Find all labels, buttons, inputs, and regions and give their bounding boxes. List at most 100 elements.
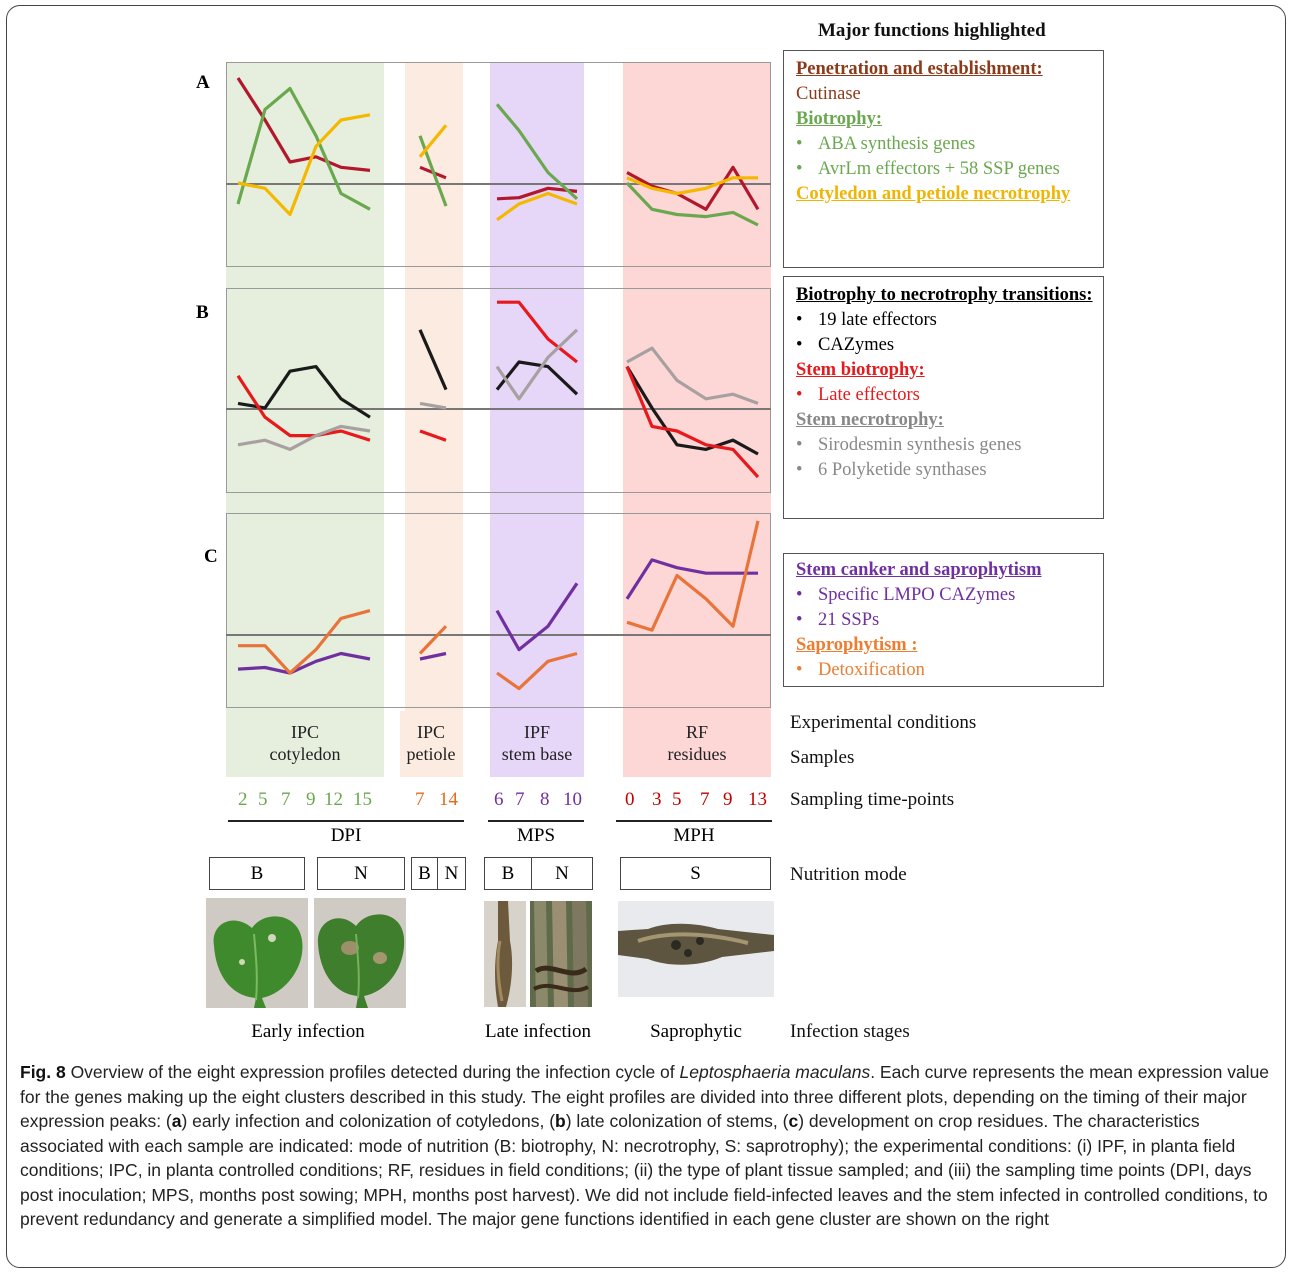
bullet-icon: • bbox=[796, 310, 803, 330]
stage-saprophytic: Saprophytic bbox=[650, 1021, 742, 1042]
function-c-bullet-1: • Specific LMPO CAZymes bbox=[796, 583, 1093, 608]
curve-c-orange-stem bbox=[496, 651, 578, 691]
curve-c-purple-petiole bbox=[419, 651, 447, 661]
curve-c-orange-residues bbox=[626, 520, 760, 632]
curve-a-yellow-cotyledon bbox=[237, 113, 371, 217]
function-b-bullet-1: • 19 late effectors bbox=[796, 308, 1093, 333]
sample-label-cotyledon: IPC cotyledon bbox=[269, 722, 341, 764]
sample-box-petiole bbox=[400, 711, 462, 777]
nutrition-petiole-b: B bbox=[411, 857, 438, 890]
curve-a-yellow-residues bbox=[626, 176, 758, 196]
function-b-bullet-2: • CAZymes bbox=[796, 333, 1093, 358]
function-b-heading-0: Biotrophy to necrotrophy transitions: bbox=[796, 285, 1093, 305]
caption-fig-label: Fig. 8 bbox=[20, 1062, 66, 1082]
residues-photo bbox=[618, 901, 774, 997]
curve-b-black-stem bbox=[495, 360, 579, 396]
bullet-icon: • bbox=[796, 460, 803, 480]
stem-column-band bbox=[490, 62, 584, 777]
label-infection-stages: Infection stages bbox=[790, 1021, 910, 1042]
curve-a-yellow-stem bbox=[496, 191, 578, 222]
function-b-heading-5: Stem necrotrophy: bbox=[796, 410, 944, 430]
curve-b-grey-stem bbox=[495, 328, 579, 401]
stage-early: Early infection bbox=[251, 1021, 365, 1042]
sample-box-cotyledon bbox=[226, 711, 384, 777]
timepoint-petiole-7: 7 bbox=[415, 789, 425, 810]
caption-species: Leptosphaeria maculans bbox=[679, 1062, 871, 1082]
timepoint-stem-10: 10 bbox=[563, 789, 582, 810]
sample-box-residues bbox=[623, 711, 771, 777]
stem-necrotrophy-photo bbox=[530, 901, 592, 1007]
figure-caption: Fig. 8 Overview of the eight expression … bbox=[20, 1060, 1270, 1232]
mps-label: MPS bbox=[516, 825, 556, 846]
timepoint-residues-9: 9 bbox=[723, 789, 733, 810]
bullet-icon: • bbox=[796, 335, 803, 355]
curve-a-green-residues bbox=[625, 181, 759, 227]
mph-rule bbox=[616, 820, 772, 822]
caption-text-2: . Each curve represents the mean express… bbox=[20, 1062, 1270, 1131]
function-box-c: Stem canker and saprophytism • Specific LM… bbox=[783, 553, 1104, 687]
bullet-icon: • bbox=[796, 159, 803, 179]
function-a-text-1: Cutinase bbox=[796, 84, 861, 104]
curve-b-red-petiole bbox=[419, 429, 447, 442]
panel-c-label: C bbox=[204, 546, 218, 567]
panel-b-label: B bbox=[196, 302, 209, 323]
caption-a: a bbox=[171, 1111, 182, 1131]
caption-text-1: Overview of the eight expression profile… bbox=[65, 1062, 680, 1082]
petiole-column-band bbox=[405, 62, 463, 777]
timepoint-cotyledon-15: 15 bbox=[353, 789, 372, 810]
curve-c-purple-cotyledon bbox=[237, 651, 371, 675]
bullet-icon: • bbox=[796, 660, 803, 680]
stem-biotrophy-photo bbox=[484, 901, 526, 1007]
curve-b-grey-petiole bbox=[419, 401, 447, 410]
function-a-heading-0: Penetration and establishment: bbox=[796, 59, 1043, 79]
bullet-icon: • bbox=[796, 134, 803, 154]
bullet-icon: • bbox=[796, 585, 803, 605]
sample-label-residues: RF residues bbox=[667, 722, 727, 764]
curve-a-green-cotyledon bbox=[236, 86, 371, 211]
curve-c-purple-stem bbox=[495, 582, 579, 652]
curve-b-red-cotyledon bbox=[236, 374, 371, 442]
curve-b-red-stem bbox=[497, 300, 578, 364]
function-c-heading-3: Saprophytism : bbox=[796, 635, 918, 655]
sample-label-petiole: IPC petiole bbox=[406, 722, 456, 764]
cotyledon-necrotrophy-photo bbox=[314, 898, 406, 1008]
nutrition-stem-n: N bbox=[531, 857, 593, 890]
function-box-b: Biotrophy to necrotrophy transitions: • 19… bbox=[783, 276, 1104, 519]
panel-a-label: A bbox=[196, 72, 210, 93]
function-b-bullet-6: • Sirodesmin synthesis genes bbox=[796, 433, 1093, 458]
function-c-bullet-4: • Detoxification bbox=[796, 658, 1093, 683]
label-sampling-timepoints: Sampling time-points bbox=[790, 789, 955, 810]
dpi-rule bbox=[228, 820, 464, 822]
curve-c-purple-residues bbox=[625, 558, 758, 600]
panel-b-frame bbox=[226, 288, 771, 493]
curve-a-green-petiole bbox=[418, 135, 448, 207]
timepoint-cotyledon-12: 12 bbox=[324, 789, 343, 810]
cotyledon-biotrophy-photo bbox=[206, 898, 308, 1008]
curve-c-orange-petiole bbox=[418, 625, 448, 655]
curve-b-grey-cotyledon bbox=[237, 424, 371, 451]
function-a-heading-5: Cotyledon and petiole necrotrophy bbox=[796, 184, 1071, 204]
function-a-heading-2: Biotrophy: bbox=[796, 109, 883, 129]
nutrition-cotyledon-n: N bbox=[317, 857, 405, 890]
curve-a-yellow-petiole bbox=[418, 124, 448, 158]
curve-b-black-cotyledon bbox=[237, 365, 371, 419]
caption-text-3: ) early infection and colonization of co… bbox=[181, 1111, 556, 1131]
timepoint-residues-0: 0 bbox=[625, 789, 635, 810]
timepoint-cotyledon-2: 2 bbox=[238, 789, 248, 810]
curve-a-darkred-stem bbox=[496, 186, 578, 201]
nutrition-petiole-n: N bbox=[437, 857, 466, 890]
curve-b-grey-residues bbox=[626, 346, 759, 405]
curve-a-green-stem bbox=[495, 103, 579, 200]
sample-label-stem: IPF stem base bbox=[501, 722, 573, 764]
label-experimental-conditions: Experimental conditions bbox=[790, 712, 977, 733]
function-a-bullet-3: • ABA synthesis genes bbox=[796, 132, 1093, 157]
nutrition-cotyledon-b: B bbox=[209, 857, 305, 890]
timepoint-residues-7: 7 bbox=[700, 789, 710, 810]
caption-text-5: ) development on crop residues. The char… bbox=[20, 1111, 1268, 1229]
nutrition-residues-s: S bbox=[620, 857, 771, 890]
label-samples: Samples bbox=[790, 747, 855, 768]
nutrition-stem-b: B bbox=[484, 857, 532, 890]
stage-late: Late infection bbox=[484, 1021, 592, 1042]
functions-title: Major functions highlighted bbox=[818, 20, 1046, 41]
